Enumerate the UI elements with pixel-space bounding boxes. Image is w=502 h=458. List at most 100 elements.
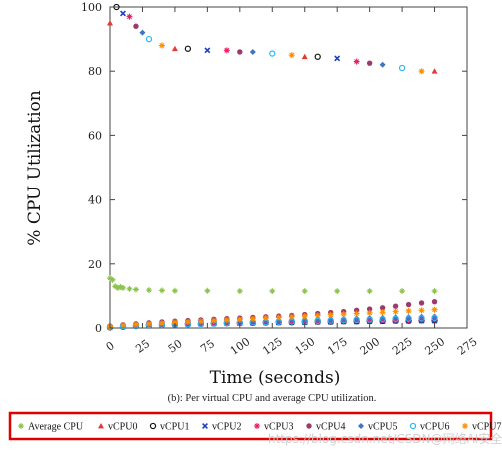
data-point [158, 287, 165, 294]
data-point [204, 47, 211, 54]
data-point [158, 42, 165, 49]
data-point [288, 52, 295, 59]
data-point [314, 316, 321, 323]
data-point [107, 275, 113, 282]
data-point [132, 286, 139, 293]
legend-label: Average CPU [28, 422, 84, 433]
legend-item: vCPU3 [254, 422, 293, 433]
series-vcpu6 [106, 314, 438, 331]
data-point [340, 317, 347, 324]
data-point [249, 48, 256, 55]
figure-caption: (b): Per virtual CPU and average CPU uti… [168, 393, 377, 404]
series-vcpu7 [107, 306, 438, 330]
plot-frame [109, 6, 468, 329]
data-point [171, 287, 178, 294]
data-point [379, 305, 386, 311]
legend-marker [18, 423, 24, 429]
data-point [275, 314, 282, 321]
data-point [145, 320, 152, 327]
data-point [431, 306, 438, 313]
data-point [366, 306, 373, 312]
data-point [197, 318, 204, 325]
x-tick-label: 175 [325, 335, 350, 358]
legend: Average CPU vCPU0 vCPU1 vCPU2 vCPU3 vCPU4 vCPU… [18, 422, 501, 433]
data-point [327, 311, 334, 318]
y-tick-label: 20 [88, 258, 102, 271]
data-point [327, 316, 334, 323]
data-point [171, 319, 178, 326]
data-point [405, 307, 412, 314]
x-tick-label: 25 [133, 337, 152, 356]
data-point [366, 316, 373, 323]
x-tick-label: 0 [104, 339, 117, 354]
legend-marker [202, 423, 208, 429]
legend-label: vCPU1 [160, 422, 189, 433]
y-tick-label: 0 [95, 322, 102, 335]
data-point [223, 47, 230, 54]
data-point [120, 10, 126, 17]
data-point [366, 288, 373, 295]
x-axis-ticks: 0 25 50 75 100 125 150 175 200 225 250 275 [104, 7, 480, 358]
data-point [353, 310, 360, 317]
y-tick-label: 80 [88, 65, 102, 78]
data-point [366, 60, 373, 66]
data-point [431, 316, 438, 323]
data-point [379, 314, 386, 321]
data-point [431, 298, 438, 305]
data-point [269, 50, 276, 57]
legend-label: vCPU4 [316, 422, 345, 433]
y-axis-label: % CPU Utilization [25, 90, 45, 246]
legend-label: vCPU3 [264, 422, 293, 433]
data-point [418, 307, 425, 314]
legend-label: vCPU2 [212, 422, 241, 433]
legend-item: vCPU7 [462, 422, 501, 433]
data-point [418, 315, 425, 322]
data-point [126, 13, 133, 20]
x-tick-label: 100 [228, 335, 253, 358]
data-point [334, 288, 341, 295]
data-point [366, 309, 373, 316]
legend-marker [409, 422, 417, 430]
data-point [269, 288, 276, 295]
legend-item: Average CPU [18, 422, 84, 433]
data-point [184, 45, 192, 52]
data-point [327, 317, 334, 324]
data-point [184, 318, 191, 325]
data-point [112, 283, 119, 290]
data-point [236, 288, 243, 295]
data-point [340, 311, 347, 318]
legend-marker [254, 423, 260, 429]
data-point [379, 61, 386, 68]
legend-item: vCPU5 [358, 422, 397, 433]
data-point [431, 68, 438, 74]
data-point [126, 285, 133, 292]
x-tick-label: 150 [293, 335, 318, 358]
series-idle-core [107, 3, 438, 75]
data-point [139, 29, 146, 36]
data-marks [106, 3, 438, 331]
data-point [117, 283, 124, 290]
legend-marker [358, 423, 364, 429]
data-point [353, 58, 360, 65]
data-point [398, 64, 406, 72]
data-point [405, 314, 412, 321]
x-tick-label: 250 [423, 335, 448, 358]
x-tick-label: 200 [358, 335, 383, 358]
legend-item: vCPU6 [409, 422, 449, 433]
series-average-cpu [107, 275, 438, 295]
x-axis-label: Time (seconds) [210, 368, 341, 388]
legend-label: vCPU5 [368, 422, 397, 433]
legend-box [8, 411, 493, 441]
x-tick-label: 50 [166, 337, 185, 356]
data-point [392, 315, 399, 323]
data-point [223, 316, 230, 323]
data-point [418, 316, 425, 323]
data-point [204, 287, 211, 294]
data-point [431, 288, 438, 295]
data-point [114, 284, 121, 291]
data-point [249, 315, 256, 322]
legend-marker [149, 422, 157, 430]
data-point [392, 303, 399, 309]
legend-label: vCPU0 [108, 422, 137, 433]
